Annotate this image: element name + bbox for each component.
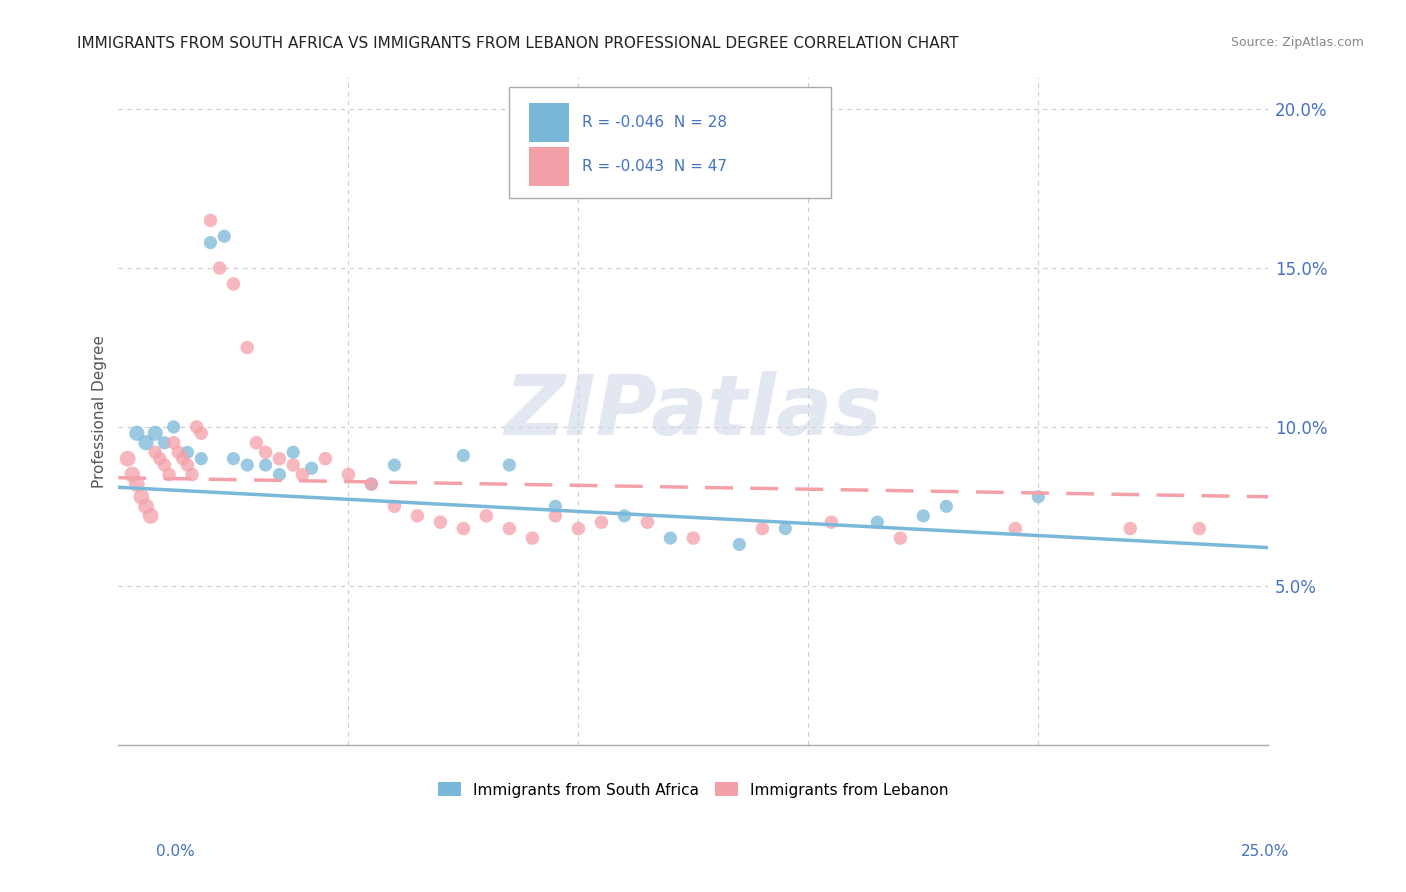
Point <box>636 515 658 529</box>
Point <box>143 445 166 459</box>
Point <box>149 451 172 466</box>
Point <box>153 458 176 472</box>
Point <box>498 458 520 472</box>
Point <box>222 277 245 291</box>
Point <box>544 508 567 523</box>
Point <box>269 467 291 482</box>
Point <box>820 515 842 529</box>
Point <box>212 229 235 244</box>
Point <box>208 261 231 276</box>
Point <box>291 467 314 482</box>
Point <box>406 508 429 523</box>
Point <box>254 458 277 472</box>
Point <box>131 490 153 504</box>
Point <box>143 426 166 441</box>
Point <box>283 445 305 459</box>
Point <box>121 467 143 482</box>
Point <box>337 467 360 482</box>
Point <box>181 467 204 482</box>
Point <box>162 435 184 450</box>
FancyBboxPatch shape <box>529 103 569 142</box>
Point <box>1026 490 1049 504</box>
Text: R = -0.043  N = 47: R = -0.043 N = 47 <box>582 160 727 174</box>
Point <box>659 531 682 545</box>
Point <box>176 458 198 472</box>
Point <box>360 477 382 491</box>
Point <box>172 451 194 466</box>
Point <box>591 515 613 529</box>
Point <box>889 531 911 545</box>
Point <box>682 531 704 545</box>
Point <box>429 515 451 529</box>
Text: IMMIGRANTS FROM SOUTH AFRICA VS IMMIGRANTS FROM LEBANON PROFESSIONAL DEGREE CORR: IMMIGRANTS FROM SOUTH AFRICA VS IMMIGRAN… <box>77 36 959 51</box>
Text: ZIPatlas: ZIPatlas <box>505 370 883 451</box>
Point <box>360 477 382 491</box>
Point <box>269 451 291 466</box>
Point <box>728 537 751 551</box>
Point <box>453 522 475 536</box>
Point <box>522 531 544 545</box>
Point <box>190 426 212 441</box>
Point <box>301 461 323 475</box>
Point <box>162 420 184 434</box>
Text: R = -0.046  N = 28: R = -0.046 N = 28 <box>582 115 727 130</box>
Point <box>544 500 567 514</box>
Point <box>751 522 773 536</box>
Point <box>1188 522 1211 536</box>
Point <box>167 445 190 459</box>
Point <box>453 449 475 463</box>
Legend: Immigrants from South Africa, Immigrants from Lebanon: Immigrants from South Africa, Immigrants… <box>432 776 955 804</box>
Point <box>125 426 148 441</box>
Point <box>475 508 498 523</box>
Text: 0.0%: 0.0% <box>156 845 195 859</box>
Text: 25.0%: 25.0% <box>1241 845 1289 859</box>
Point <box>384 500 406 514</box>
Point <box>135 435 157 450</box>
Point <box>157 467 180 482</box>
Point <box>498 522 520 536</box>
Point <box>245 435 267 450</box>
Y-axis label: Professional Degree: Professional Degree <box>93 334 107 488</box>
Point <box>200 235 222 250</box>
Point <box>314 451 336 466</box>
Point <box>254 445 277 459</box>
Point <box>139 508 162 523</box>
Point <box>1119 522 1142 536</box>
FancyBboxPatch shape <box>509 87 831 197</box>
Point <box>190 451 212 466</box>
Point <box>186 420 208 434</box>
Point <box>222 451 245 466</box>
FancyBboxPatch shape <box>529 147 569 186</box>
Point <box>567 522 589 536</box>
Point <box>283 458 305 472</box>
Point <box>135 500 157 514</box>
Text: Source: ZipAtlas.com: Source: ZipAtlas.com <box>1230 36 1364 49</box>
Point <box>125 477 148 491</box>
Point <box>866 515 889 529</box>
Point <box>200 213 222 227</box>
Point <box>912 508 935 523</box>
Point <box>153 435 176 450</box>
Point <box>236 458 259 472</box>
Point <box>236 341 259 355</box>
Point <box>935 500 957 514</box>
Point <box>176 445 198 459</box>
Point <box>613 508 636 523</box>
Point <box>117 451 139 466</box>
Point <box>384 458 406 472</box>
Point <box>1004 522 1026 536</box>
Point <box>775 522 797 536</box>
